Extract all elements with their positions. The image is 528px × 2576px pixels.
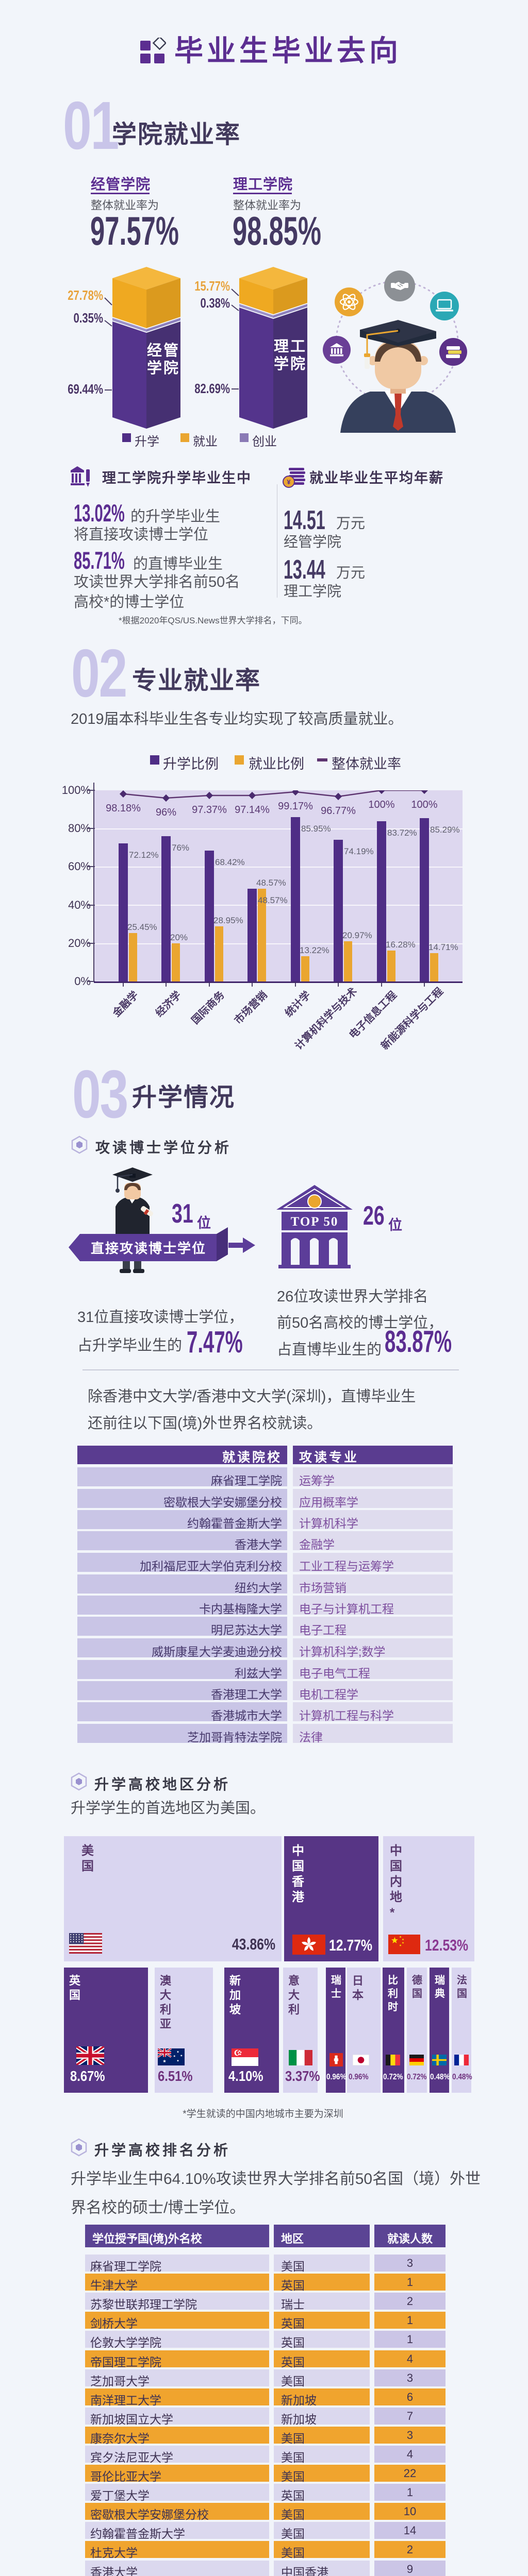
svg-text:学院: 学院	[147, 359, 180, 377]
svg-text:理工: 理工	[274, 338, 307, 355]
svg-text:经管: 经管	[147, 342, 180, 359]
svg-text:TOP 50: TOP 50	[291, 1215, 339, 1229]
svg-text:¥: ¥	[287, 478, 291, 486]
svg-text:直接攻读博士学位: 直接攻读博士学位	[91, 1241, 206, 1256]
svg-text:学院: 学院	[274, 355, 307, 372]
